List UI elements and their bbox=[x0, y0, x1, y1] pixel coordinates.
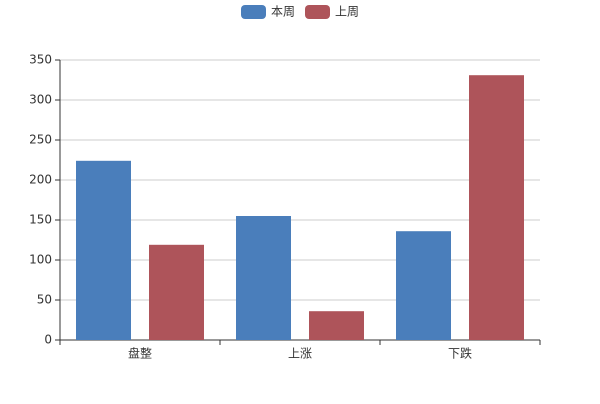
bar bbox=[149, 244, 204, 340]
x-tick-label: 下跌 bbox=[448, 346, 472, 361]
bar bbox=[396, 231, 451, 340]
y-tick-label: 350 bbox=[29, 53, 52, 67]
legend-swatch bbox=[241, 5, 266, 19]
legend-label: 上周 bbox=[335, 5, 359, 19]
x-tick-label: 上涨 bbox=[288, 346, 312, 361]
y-tick-label: 0 bbox=[44, 333, 52, 347]
bar bbox=[309, 311, 364, 340]
bar bbox=[76, 160, 131, 340]
legend-swatch bbox=[305, 5, 330, 19]
x-tick-label: 盘整 bbox=[128, 346, 152, 361]
y-tick-label: 150 bbox=[29, 213, 52, 227]
y-tick-label: 300 bbox=[29, 93, 52, 107]
y-tick-label: 50 bbox=[37, 293, 52, 307]
y-tick-label: 200 bbox=[29, 173, 52, 187]
bar bbox=[236, 216, 291, 340]
y-tick-label: 100 bbox=[29, 253, 52, 267]
y-tick-label: 250 bbox=[29, 133, 52, 147]
legend-label: 本周 bbox=[271, 5, 295, 19]
bar bbox=[469, 75, 524, 340]
